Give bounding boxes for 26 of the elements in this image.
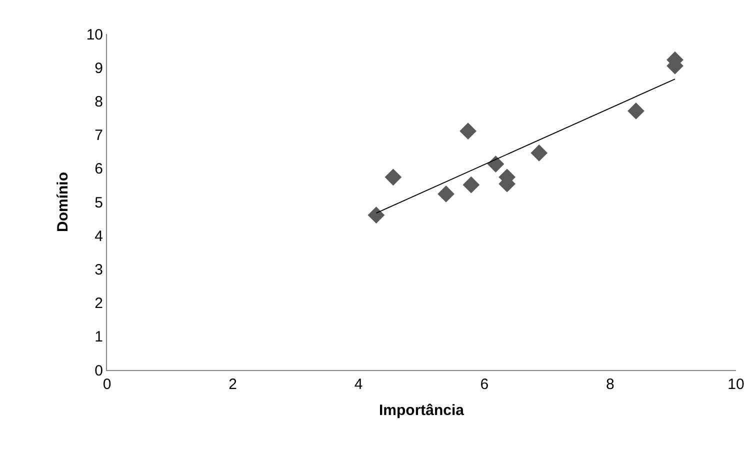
y-tick-label: 6 (94, 160, 103, 178)
y-tick-label: 4 (94, 228, 103, 245)
point (462, 176, 480, 194)
y-tick-label: 2 (94, 295, 103, 312)
point (438, 185, 454, 202)
point (460, 122, 476, 140)
y-tick-label: 10 (86, 26, 103, 44)
y-tick-label: 8 (94, 93, 103, 110)
x-axis-title: Importância (378, 402, 465, 419)
point (530, 144, 548, 162)
x-tick-label: 10 (728, 376, 744, 393)
x-tick-label: 6 (480, 376, 489, 393)
point (628, 102, 644, 120)
x-tick-label: 4 (354, 376, 363, 393)
y-axis-title: Domínio (54, 172, 72, 232)
y-tick-label: 7 (94, 127, 103, 144)
x-tick-label: 2 (228, 376, 237, 393)
x-tick-label: 8 (606, 376, 614, 393)
y-tick-label: 3 (94, 261, 103, 278)
y-tick-label: 9 (94, 60, 103, 77)
point (368, 206, 385, 224)
point (384, 168, 402, 186)
point (487, 156, 504, 172)
y-tick-label: 0 (94, 362, 103, 380)
y-tick-label: 5 (94, 194, 103, 212)
y-tick-label: 1 (94, 328, 103, 346)
